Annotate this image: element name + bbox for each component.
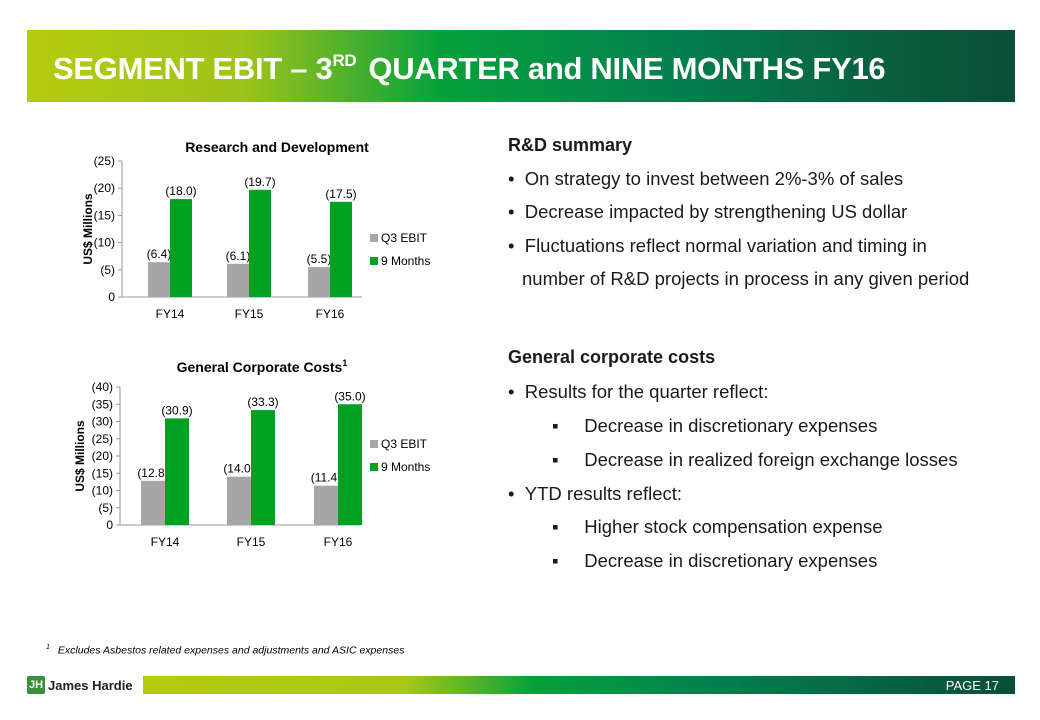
bullet: Results for the quarter reflect: [524, 381, 769, 402]
legend-swatch [370, 463, 378, 471]
bar-9-months [338, 404, 362, 525]
y-tick-label: (5) [100, 263, 115, 277]
legend-swatch [370, 257, 378, 265]
bar-9-months [251, 410, 275, 525]
bar-9-months [170, 199, 192, 297]
bullet: Fluctuations reflect normal variation an… [524, 235, 927, 256]
bar-9-months [249, 189, 271, 297]
data-label: (6.4) [147, 247, 172, 261]
y-axis-label: US$ Millions [81, 193, 95, 265]
y-tick-label: (20) [94, 181, 115, 195]
data-label: (17.5) [325, 187, 356, 201]
bar-9-months [330, 201, 352, 297]
data-label: (18.0) [165, 184, 196, 198]
x-tick-label: FY15 [237, 535, 266, 549]
bullet: YTD results reflect: [524, 483, 683, 504]
y-tick-label: (30) [92, 415, 113, 429]
y-tick-label: (20) [92, 449, 113, 463]
chart-title: Research and Development [185, 139, 369, 155]
data-label: (30.9) [161, 403, 192, 417]
y-tick-label: (5) [98, 501, 113, 515]
footnote: 1 Excludes Asbestos related expenses and … [46, 644, 405, 657]
gc-heading: General corporate costs [508, 347, 716, 367]
header-banner: SEGMENT EBIT – 3RD QUARTER and NINE MONTH… [27, 30, 1015, 102]
y-axis-label: US$ Millions [73, 420, 87, 492]
x-tick-label: FY16 [324, 535, 353, 549]
legend-swatch [370, 440, 378, 448]
data-label: (33.3) [247, 395, 278, 409]
x-tick-label: FY14 [156, 307, 185, 321]
y-tick-label: (35) [92, 397, 113, 411]
page-title: SEGMENT EBIT – 3RD QUARTER and NINE MONTH… [53, 51, 886, 86]
rd-chart: Research and Development US$ Millions 0 (5)… [81, 139, 430, 321]
data-label: (12.8) [137, 466, 168, 480]
bar-9-months [165, 418, 189, 525]
y-tick-label: (25) [94, 154, 115, 168]
page-number: PAGE 17 [945, 678, 999, 693]
legend-label: 9 Months [381, 460, 430, 474]
data-label: (35.0) [334, 389, 365, 403]
bar-q3-ebit [141, 480, 165, 525]
logo-mark-icon: JH [27, 676, 45, 694]
y-tick-label: (40) [92, 380, 113, 394]
bar-q3-ebit [227, 263, 249, 297]
sub-bullet: Decrease in discretionary expenses [584, 415, 878, 436]
legend-label: Q3 EBIT [381, 437, 428, 451]
company-logo: JH James Hardie [27, 676, 133, 694]
footer-bar: PAGE 17 [143, 676, 1015, 694]
bullet-continuation: number of R&D projects in process in any… [522, 268, 970, 289]
y-tick-label: (10) [94, 236, 115, 250]
data-label: (11.4) [311, 471, 341, 485]
bullet: Decrease impacted by strengthening US do… [524, 201, 908, 222]
y-tick-label: (10) [92, 484, 113, 498]
bar-q3-ebit [148, 262, 170, 297]
x-tick-label: FY16 [316, 307, 345, 321]
data-label: (6.1) [226, 249, 251, 263]
bullet: On strategy to invest between 2%-3% of s… [524, 168, 904, 189]
y-tick-label: 0 [108, 290, 115, 304]
bar-q3-ebit [314, 485, 338, 525]
data-label: (14.0) [223, 462, 254, 476]
y-tick-label: 0 [106, 518, 113, 532]
corporate-costs-chart: General Corporate Costs1 US$ Millions 0 (5)… [73, 358, 430, 549]
y-tick-label: (15) [92, 466, 113, 480]
data-label: (19.7) [244, 175, 275, 189]
legend-swatch [370, 234, 378, 242]
bar-q3-ebit [227, 476, 251, 525]
sub-bullet: Decrease in realized foreign exchange lo… [584, 449, 958, 470]
data-label: (5.5) [307, 252, 332, 266]
y-tick-label: (15) [94, 208, 115, 222]
y-tick-label: (25) [92, 432, 113, 446]
x-tick-label: FY15 [235, 307, 264, 321]
legend-label: Q3 EBIT [381, 231, 428, 245]
chart-title: General Corporate Costs1 [177, 358, 348, 375]
bar-q3-ebit [308, 267, 330, 297]
sub-bullet: Decrease in discretionary expenses [584, 550, 878, 571]
rd-heading: R&D summary [508, 135, 633, 155]
x-tick-label: FY14 [151, 535, 180, 549]
legend-label: 9 Months [381, 254, 430, 268]
sub-bullet: Higher stock compensation expense [584, 516, 883, 537]
